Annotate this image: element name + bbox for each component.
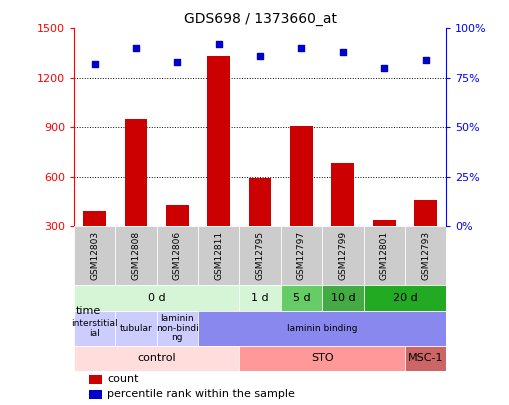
Bar: [331, 164, 354, 275]
Bar: [74, 311, 115, 345]
Point: [214, 41, 222, 47]
Bar: [280, 226, 322, 286]
Bar: [363, 286, 445, 311]
Text: count: count: [107, 374, 138, 384]
Text: GSM12795: GSM12795: [255, 231, 264, 280]
Bar: [115, 311, 156, 345]
Bar: [239, 226, 280, 286]
Point: [91, 61, 99, 67]
Text: GSM12811: GSM12811: [214, 231, 223, 280]
Point: [420, 57, 429, 63]
Text: GSM12806: GSM12806: [173, 231, 182, 280]
Bar: [372, 220, 395, 275]
Bar: [197, 311, 445, 345]
Point: [256, 53, 264, 59]
Bar: [404, 226, 445, 286]
Bar: [413, 200, 436, 275]
Text: 1 d: 1 d: [251, 293, 268, 303]
Text: 20 d: 20 d: [392, 293, 416, 303]
Text: interstitial
ial: interstitial ial: [71, 319, 118, 337]
Text: time: time: [76, 306, 101, 316]
Text: GSM12793: GSM12793: [420, 231, 429, 280]
Bar: [248, 178, 271, 275]
Point: [132, 45, 140, 51]
Text: percentile rank within the sample: percentile rank within the sample: [107, 389, 295, 399]
Text: STO: STO: [310, 353, 333, 363]
Bar: [156, 311, 197, 345]
Bar: [165, 205, 188, 275]
Bar: [89, 390, 102, 399]
Text: laminin binding: laminin binding: [287, 324, 357, 333]
Text: 5 d: 5 d: [292, 293, 309, 303]
Text: laminin
non-bindi
ng: laminin non-bindi ng: [156, 314, 199, 342]
Text: MSC-1: MSC-1: [407, 353, 442, 363]
Text: GSM12808: GSM12808: [131, 231, 140, 280]
Bar: [239, 345, 404, 371]
Text: 10 d: 10 d: [330, 293, 354, 303]
Bar: [83, 211, 106, 275]
Text: GSM12797: GSM12797: [296, 231, 305, 280]
Point: [338, 49, 346, 55]
Text: cell type  ▶: cell type ▶: [0, 404, 1, 405]
Point: [297, 45, 305, 51]
Title: GDS698 / 1373660_at: GDS698 / 1373660_at: [183, 12, 336, 26]
Bar: [322, 226, 363, 286]
Bar: [197, 226, 239, 286]
Text: GSM12799: GSM12799: [337, 231, 347, 280]
Text: tubular: tubular: [120, 324, 152, 333]
Bar: [404, 345, 445, 371]
Bar: [124, 119, 147, 275]
Text: 0 d: 0 d: [148, 293, 165, 303]
Text: control: control: [137, 353, 176, 363]
Bar: [322, 286, 363, 311]
Text: growth protocol  ▶: growth protocol ▶: [0, 404, 1, 405]
Text: time  ▶: time ▶: [0, 404, 1, 405]
Bar: [239, 286, 280, 311]
Text: GSM12801: GSM12801: [379, 231, 388, 280]
Bar: [280, 286, 322, 311]
Text: GSM12803: GSM12803: [90, 231, 99, 280]
Bar: [74, 226, 115, 286]
Bar: [74, 286, 239, 311]
Point: [173, 59, 181, 65]
Bar: [74, 345, 239, 371]
Bar: [156, 226, 197, 286]
Bar: [89, 375, 102, 384]
Point: [379, 65, 387, 71]
Bar: [207, 56, 230, 275]
Bar: [290, 126, 312, 275]
Bar: [363, 226, 404, 286]
Bar: [115, 226, 156, 286]
